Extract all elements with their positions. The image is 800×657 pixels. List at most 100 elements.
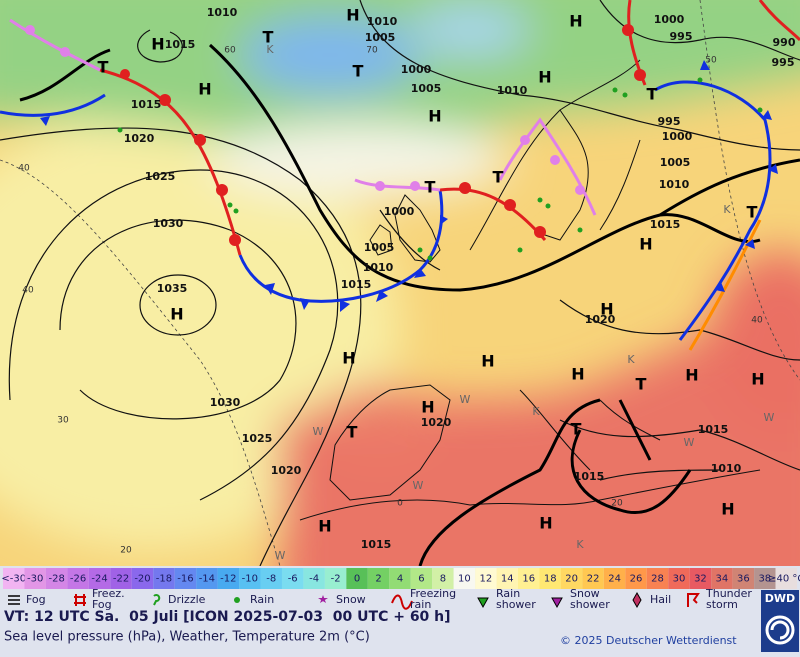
scale-label: 10 (458, 574, 471, 585)
scale-label: 8 (440, 574, 446, 585)
symbol-label: Freezing (410, 587, 456, 600)
map: 1010 1010 1005 1000 1005 1010 1015 1015 1020 1025… (0, 0, 800, 566)
symbol-label: shower (496, 598, 536, 611)
scale-cell (775, 568, 797, 589)
pressure-center: H (721, 500, 734, 519)
temperature-label: 60 (224, 46, 236, 56)
scale-label: 6 (418, 574, 424, 585)
pressure-center: T (98, 58, 109, 77)
scale-cell (24, 568, 46, 589)
isobar-label: 1015 (131, 98, 162, 111)
scale-cell (3, 568, 25, 589)
hail-icon (632, 591, 642, 609)
isobar-label: 1030 (210, 396, 241, 409)
scale-label: -6 (288, 574, 298, 585)
scale-label: -22 (113, 574, 129, 585)
scale-cell (131, 568, 154, 589)
isobar-label: 1015 (698, 423, 729, 436)
isobar-label: 1010 (497, 84, 528, 97)
pressure-center: T (493, 168, 504, 187)
isobar-label: 1020 (421, 416, 452, 429)
temperature-label: 30 (57, 416, 69, 426)
symbol-label: Snow (336, 593, 366, 606)
scale-cell (174, 568, 197, 589)
pressure-center: H (751, 370, 764, 389)
isobar-label: 1000 (401, 63, 432, 76)
scale-label: 32 (694, 574, 707, 585)
air-mass-mark: K (723, 203, 731, 216)
temperature-label: 40 (22, 286, 34, 296)
scale-label: 16 (522, 574, 535, 585)
temperature-label: 40 (18, 164, 30, 174)
scale-cell (88, 568, 111, 589)
pressure-center: H (428, 107, 441, 126)
pressure-center: H (539, 514, 552, 533)
scale-cell (153, 568, 175, 589)
pressure-center: H (639, 235, 652, 254)
isobar-label: 1015 (165, 38, 196, 51)
scale-cell (67, 568, 89, 589)
pressure-center: H (342, 349, 355, 368)
pressure-center: H (685, 366, 698, 385)
scale-cell (389, 568, 411, 589)
isobar-label: 1005 (411, 82, 442, 95)
isobar-label: 990 (773, 36, 796, 49)
scale-label: -28 (48, 574, 64, 585)
scale-cell (475, 568, 497, 589)
pressure-center: H (481, 352, 494, 371)
air-mass-mark: W (764, 411, 775, 424)
pressure-center: H (151, 35, 164, 54)
scale-low-label: <-30 (1, 574, 26, 585)
scale-label: 2 (375, 574, 381, 585)
pressure-center: T (647, 85, 658, 104)
air-mass-mark: K (532, 405, 540, 418)
snow-icon (318, 595, 328, 603)
isobar-label: 1005 (365, 31, 396, 44)
symbol-label: rain (410, 598, 431, 611)
scale-cell (196, 568, 218, 589)
pressure-center: T (347, 423, 358, 442)
isobar-label: 1020 (271, 464, 302, 477)
temperature-label: 0 (397, 499, 403, 509)
isobar-label: 1010 (207, 6, 238, 19)
isobar-label: 1020 (585, 313, 616, 326)
scale-label: 24 (608, 574, 621, 585)
scale-cell (260, 568, 282, 589)
symbol-label: Thunder (705, 587, 752, 600)
air-mass-mark: K (627, 353, 635, 366)
pressure-center: H (538, 68, 551, 87)
pressure-center: H (346, 6, 359, 25)
isobar-label: 1030 (153, 217, 184, 230)
scale-label: -18 (156, 574, 172, 585)
scale-label: -4 (309, 574, 319, 585)
fog-icon (8, 595, 20, 605)
scale-cell (668, 568, 690, 589)
scale-cell (110, 568, 132, 589)
isobar-label: 995 (658, 115, 681, 128)
scale-label: -8 (266, 574, 276, 585)
scale-label: 14 (501, 574, 514, 585)
isobar-label: 1010 (363, 261, 394, 274)
air-mass-mark: K (266, 43, 274, 56)
scale-label: -10 (242, 574, 258, 585)
air-mass-mark: W (313, 425, 324, 438)
pressure-center: H (198, 80, 211, 99)
symbol-label: shower (570, 598, 610, 611)
scale-label: -12 (220, 574, 236, 585)
pressure-center: H (571, 365, 584, 384)
copyright: © 2025 Deutscher Wetterdienst (560, 634, 737, 647)
scale-cell (646, 568, 669, 589)
logo-text: DWD (765, 592, 795, 605)
thunderstorm-icon (687, 593, 700, 607)
temperature-label: 40 (751, 316, 763, 326)
rain-icon (234, 597, 240, 603)
scale-label: 18 (544, 574, 557, 585)
isobar-label: 1015 (361, 538, 392, 551)
air-mass-mark: W (460, 393, 471, 406)
temperature-label: 70 (366, 46, 378, 56)
symbol-label: Hail (650, 593, 671, 606)
scale-cell (281, 568, 304, 589)
isobar-label: 1015 (341, 278, 372, 291)
temperature-label: 20 (611, 499, 623, 509)
